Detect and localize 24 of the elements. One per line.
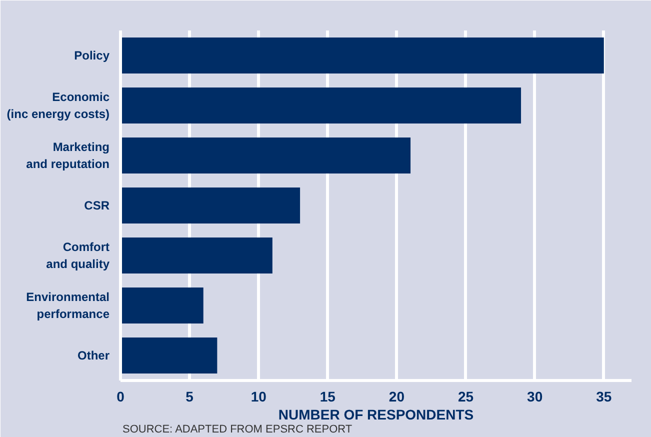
bar xyxy=(120,188,300,224)
x-tick-label: 0 xyxy=(116,388,125,404)
bar xyxy=(120,238,272,274)
source-note: SOURCE: ADAPTED FROM EPSRC REPORT xyxy=(122,424,352,436)
y-tick-label: Comfort and quality xyxy=(46,240,110,271)
bar xyxy=(120,38,604,74)
x-tick-label: 25 xyxy=(458,388,474,404)
x-tick-label: 10 xyxy=(250,388,267,404)
x-axis-title: NUMBER OF RESPONDENTS xyxy=(278,406,474,422)
bar xyxy=(120,138,411,174)
x-tick-label: 5 xyxy=(186,388,194,404)
x-tick-label: 35 xyxy=(596,388,612,404)
x-tick-label: 30 xyxy=(527,388,543,404)
bar xyxy=(120,88,522,124)
bar xyxy=(120,338,218,374)
y-tick-label: Economic (inc energy costs) xyxy=(6,90,110,121)
y-tick-label: Policy xyxy=(74,48,110,62)
y-tick-label: CSR xyxy=(84,198,110,212)
bar xyxy=(120,288,204,324)
x-tick-label: 15 xyxy=(320,388,336,404)
y-tick-label: Environmental performance xyxy=(26,290,110,321)
y-tick-label: Marketing and reputation xyxy=(26,140,110,171)
x-tick-label: 20 xyxy=(388,388,405,404)
y-tick-label: Other xyxy=(77,348,110,362)
